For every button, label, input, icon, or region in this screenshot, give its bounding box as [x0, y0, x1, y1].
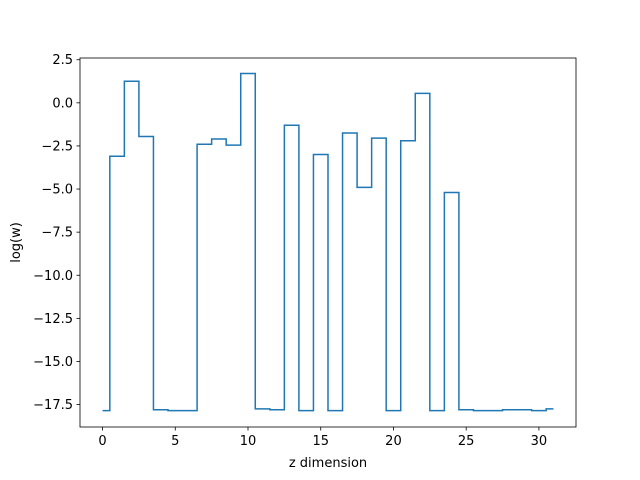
x-tick-label: 0: [98, 434, 106, 449]
y-tick-label: −17.5: [33, 398, 73, 413]
y-tick-label: −7.5: [41, 226, 73, 241]
x-axis: 0 5 10 15 20 25 30: [98, 427, 547, 449]
x-tick-label: 15: [312, 434, 329, 449]
y-tick-label: −2.5: [41, 139, 73, 154]
x-tick-label: 5: [171, 434, 179, 449]
y-tick-label: −15.0: [33, 355, 73, 370]
y-axis-label: log(w): [9, 222, 24, 263]
y-tick-label: 2.5: [52, 53, 73, 68]
y-tick-label: −12.5: [33, 312, 73, 327]
y-tick-label: −5.0: [41, 183, 73, 198]
x-tick-label: 10: [240, 434, 257, 449]
y-axis: 2.5 0.0 −2.5 −5.0 −7.5 −10.0 −12.5 −15.0 −17.5: [33, 53, 80, 413]
x-tick-label: 30: [531, 434, 548, 449]
y-tick-label: 0.0: [52, 96, 73, 111]
y-tick-label: −10.0: [33, 269, 73, 284]
x-tick-label: 20: [385, 434, 402, 449]
series-layer: [102, 72, 554, 412]
x-axis-label: z dimension: [289, 456, 367, 471]
x-tick-label: 25: [458, 434, 475, 449]
series-line: [102, 72, 554, 412]
plot-frame: [79, 57, 577, 428]
